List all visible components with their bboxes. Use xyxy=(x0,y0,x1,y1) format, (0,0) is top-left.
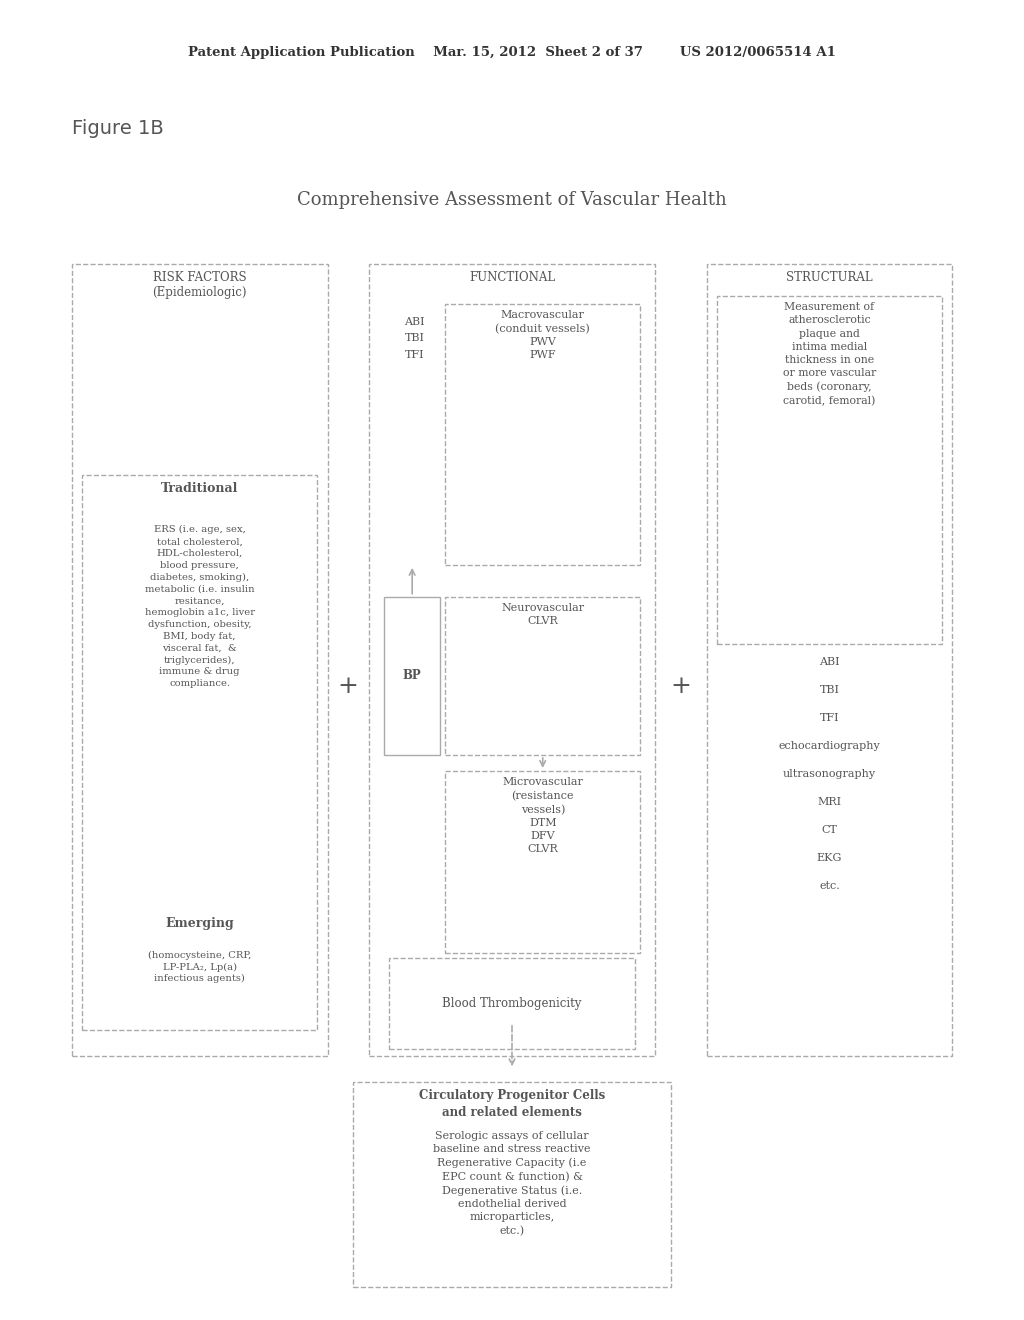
Text: Macrovascular
(conduit vessels)
PWV
PWF: Macrovascular (conduit vessels) PWV PWF xyxy=(496,310,590,360)
Text: Neurovascular
CLVR: Neurovascular CLVR xyxy=(501,603,585,627)
Text: FUNCTIONAL: FUNCTIONAL xyxy=(469,271,555,284)
Text: Emerging: Emerging xyxy=(165,917,234,931)
Text: ABI

TBI

TFI

echocardiography

ultrasonography

MRI

CT

EKG

etc.: ABI TBI TFI echocardiography ultrasonogr… xyxy=(778,657,881,891)
Text: Microvascular
(resistance
vessels)
DTM
DFV
CLVR: Microvascular (resistance vessels) DTM D… xyxy=(503,777,583,854)
Text: Measurement of
atherosclerotic
plaque and
intima medial
thickness in one
or more: Measurement of atherosclerotic plaque an… xyxy=(782,302,877,407)
Text: Circulatory Progenitor Cells
and related elements: Circulatory Progenitor Cells and related… xyxy=(419,1089,605,1119)
Text: Blood Thrombogenicity: Blood Thrombogenicity xyxy=(442,998,582,1010)
Text: STRUCTURAL: STRUCTURAL xyxy=(786,271,872,284)
Text: Comprehensive Assessment of Vascular Health: Comprehensive Assessment of Vascular Hea… xyxy=(297,191,727,210)
Text: Patent Application Publication    Mar. 15, 2012  Sheet 2 of 37        US 2012/00: Patent Application Publication Mar. 15, … xyxy=(188,46,836,59)
Text: +: + xyxy=(671,675,691,698)
Text: ERS (i.e. age, sex,
total cholesterol,
HDL-cholesterol,
blood pressure,
diabetes: ERS (i.e. age, sex, total cholesterol, H… xyxy=(144,525,255,688)
Text: Serologic assays of cellular
baseline and stress reactive
Regenerative Capacity : Serologic assays of cellular baseline an… xyxy=(433,1131,591,1236)
Text: BP: BP xyxy=(402,669,422,682)
Text: ABI
TBI
TFI: ABI TBI TFI xyxy=(404,317,425,359)
Text: RISK FACTORS
(Epidemiologic): RISK FACTORS (Epidemiologic) xyxy=(153,271,247,298)
Text: Figure 1B: Figure 1B xyxy=(72,119,164,137)
Text: +: + xyxy=(338,675,358,698)
Text: (homocysteine, CRP,
LP-PLA₂, Lp(a)
infectious agents): (homocysteine, CRP, LP-PLA₂, Lp(a) infec… xyxy=(148,950,251,983)
Text: Traditional: Traditional xyxy=(161,482,239,495)
